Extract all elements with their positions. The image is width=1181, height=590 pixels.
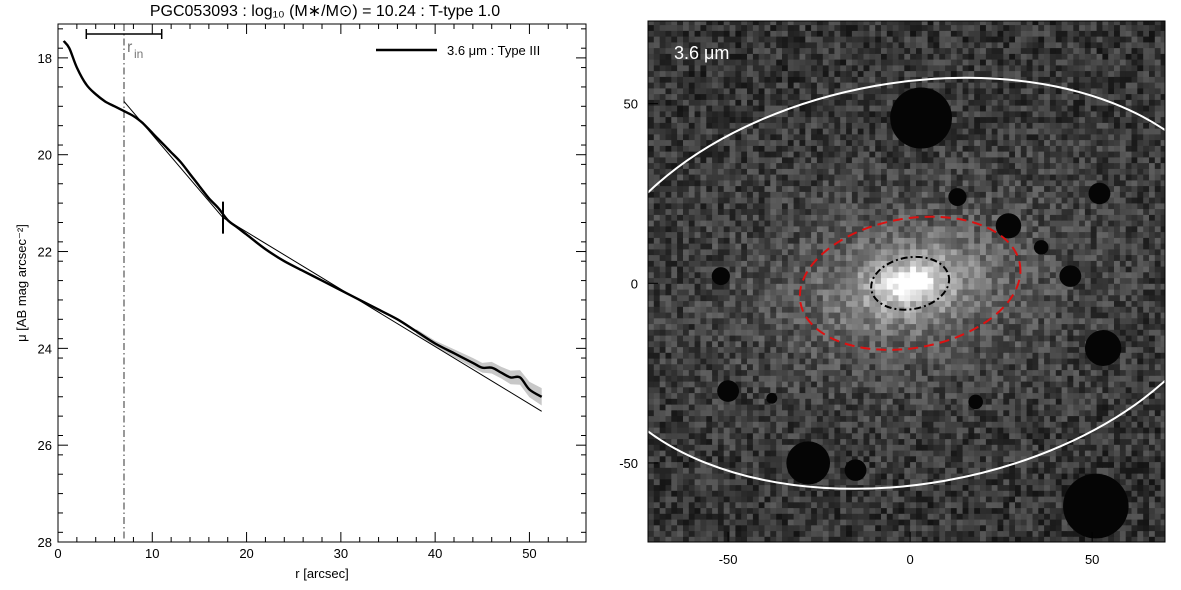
image-y-tick-label: 0 [631,276,638,291]
image-x-tick-label: 0 [907,552,914,567]
masked-region [717,380,740,402]
profile-plot-frame [57,23,587,543]
masked-region [1063,473,1129,539]
r-in-label: r [127,39,133,56]
image-panel: -50 0 50 -50 0 50 3.6 μm [619,20,1166,567]
masked-region [766,392,778,404]
masked-region [1088,182,1111,205]
outer-exponential-fit [222,217,542,412]
y-tick-label: 24 [38,341,52,356]
profile-x-axis-label: r [arcsec] [295,566,348,581]
masked-region [844,459,867,481]
masked-region [890,87,953,149]
masked-region [948,188,967,207]
profile-legend: 3.6 μm : Type III [376,43,540,58]
masked-region [1059,265,1082,287]
masked-region [968,394,983,410]
x-tick-label: 0 [54,546,61,561]
image-x-tick-label: -50 [719,552,738,567]
y-tick-label: 26 [38,438,52,453]
x-tick-label: 50 [522,546,536,561]
masked-region [786,441,831,485]
profile-annotations: r in [85,29,163,61]
ellipse-middle [798,215,1022,351]
r-in-subscript: in [134,47,143,61]
ellipse-inner [870,255,951,311]
masked-region [995,213,1022,239]
profile-y-axis-label: μ [AB mag arcsec⁻²] [14,224,29,342]
masked-region [1084,330,1122,366]
profile-data-layer [62,24,543,542]
band-label: 3.6 μm [674,43,729,63]
y-tick-label: 22 [38,245,52,260]
x-tick-label: 20 [239,546,253,561]
galaxy-image [648,21,1165,542]
masked-region [1033,240,1049,255]
x-tick-label: 10 [145,546,159,561]
y-tick-label: 28 [38,535,52,550]
profile-plot-background [58,24,586,542]
legend-label: 3.6 μm : Type III [447,43,540,58]
y-tick-label: 20 [38,148,52,163]
x-tick-label: 40 [428,546,442,561]
image-x-tick-label: 50 [1085,552,1099,567]
image-y-tick-label: 50 [624,97,638,112]
x-tick-label: 30 [334,546,348,561]
profile-line [62,40,543,398]
figure-title: PGC053093 : log₁₀ (M∗/M⊙) = 10.24 : T-ty… [150,3,500,20]
image-frame [647,20,1166,543]
masked-region [711,267,730,286]
image-y-tick-label: -50 [619,456,638,471]
profile-axis-ticks: 0 10 20 30 40 50 18 20 22 24 26 28 [38,24,587,561]
image-axis-ticks: -50 0 50 -50 0 50 [619,97,1099,567]
y-tick-label: 18 [38,51,52,66]
profile-plot: 0 10 20 30 40 50 18 20 22 24 26 28 r in 3.6 μm : Typ… [14,23,587,581]
ellipse-outer [648,76,1165,490]
